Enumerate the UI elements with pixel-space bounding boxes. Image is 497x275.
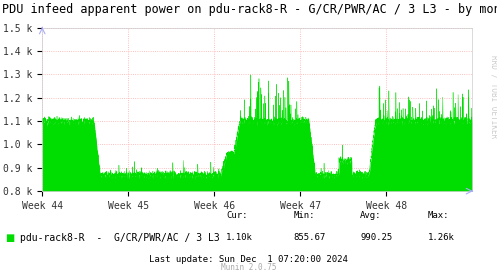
Text: Cur:: Cur:	[226, 211, 248, 220]
Text: 990.25: 990.25	[360, 233, 393, 242]
Text: 1.26k: 1.26k	[427, 233, 454, 242]
Text: pdu-rack8-R  -  G/CR/PWR/AC / 3 L3: pdu-rack8-R - G/CR/PWR/AC / 3 L3	[20, 233, 220, 243]
Text: Max:: Max:	[427, 211, 449, 220]
Text: Last update: Sun Dec  1 07:20:00 2024: Last update: Sun Dec 1 07:20:00 2024	[149, 255, 348, 264]
Text: Min:: Min:	[293, 211, 315, 220]
Text: Munin 2.0.75: Munin 2.0.75	[221, 263, 276, 272]
Text: 855.67: 855.67	[293, 233, 326, 242]
Text: ■: ■	[5, 233, 14, 243]
Text: RRD / TOBI OETIKER: RRD / TOBI OETIKER	[489, 55, 497, 138]
Text: 1.10k: 1.10k	[226, 233, 253, 242]
Text: Avg:: Avg:	[360, 211, 382, 220]
Text: PDU infeed apparent power on pdu-rack8-R - G/CR/PWR/AC / 3 L3 - by month: PDU infeed apparent power on pdu-rack8-R…	[2, 3, 497, 16]
